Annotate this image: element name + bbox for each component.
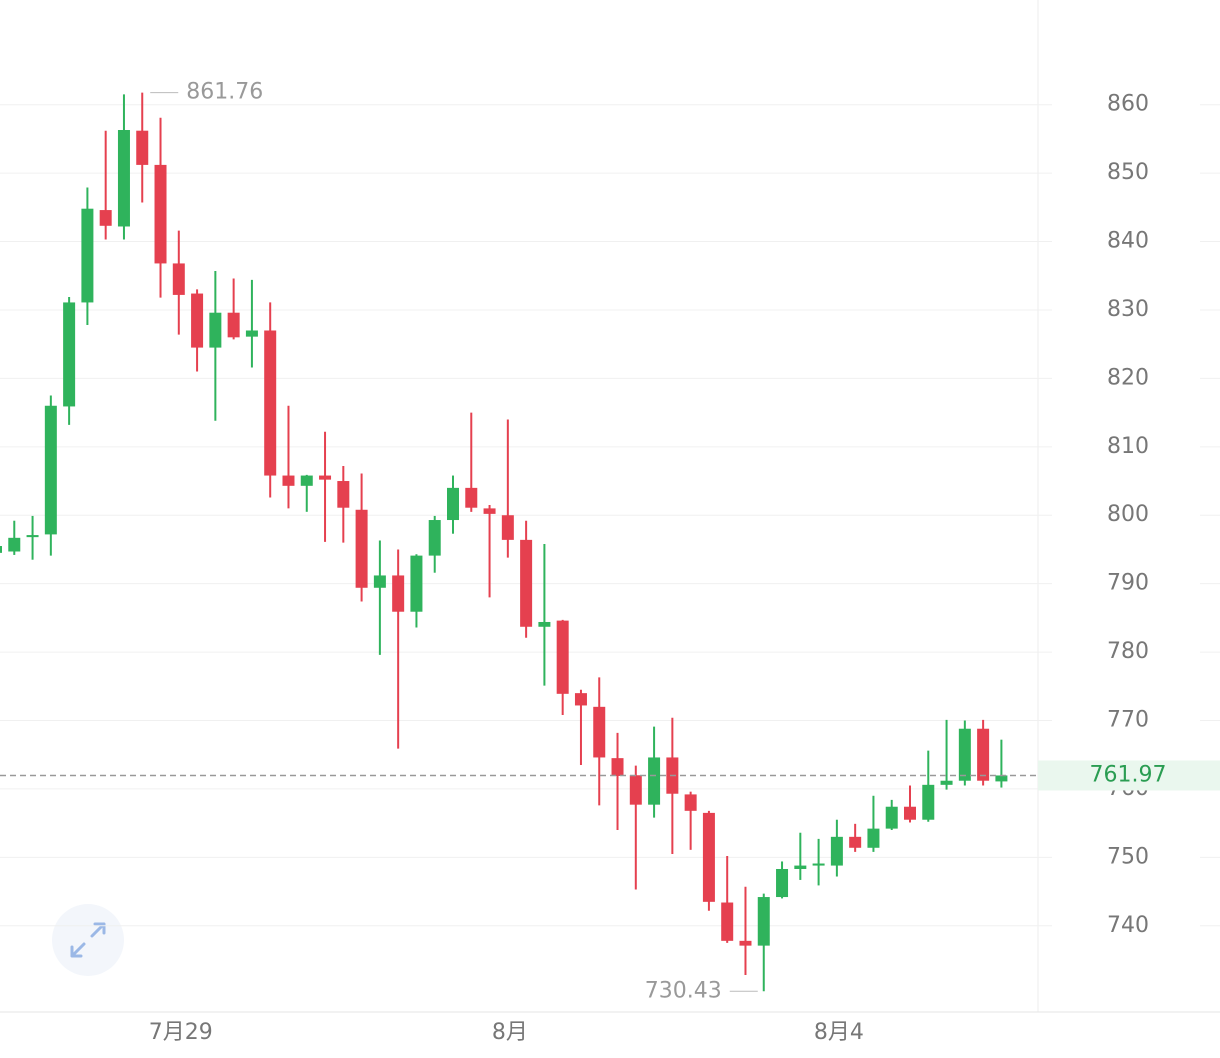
- candle-body: [812, 863, 825, 866]
- candle-body: [245, 330, 258, 337]
- candle-body: [794, 865, 807, 869]
- candle-body: [483, 508, 496, 514]
- candle-body: [264, 330, 277, 476]
- candle-body: [191, 293, 204, 348]
- candle-body: [0, 546, 2, 553]
- y-tick-label: 860: [1107, 92, 1149, 117]
- y-tick-label: 790: [1107, 571, 1149, 596]
- candle-body: [538, 621, 551, 627]
- candle-body: [136, 130, 149, 165]
- current-price-bg: [1038, 760, 1220, 791]
- candle-body: [757, 897, 770, 946]
- candle-body: [465, 487, 478, 508]
- candle-body: [26, 535, 39, 538]
- candle-body: [319, 475, 332, 480]
- min-label: 730.43: [645, 978, 722, 1003]
- x-tick-label: 8月: [492, 1020, 528, 1045]
- candle-body: [117, 130, 130, 227]
- candle-body: [684, 794, 697, 811]
- y-tick-label: 800: [1107, 502, 1149, 527]
- candle-body: [44, 405, 57, 535]
- candle-body: [172, 263, 185, 295]
- candle-body: [8, 537, 21, 552]
- y-tick-label: 770: [1107, 708, 1149, 733]
- candle-body: [629, 775, 642, 805]
- max-label: 861.76: [186, 80, 263, 105]
- candle-body: [648, 757, 661, 805]
- y-tick-label: 780: [1107, 639, 1149, 664]
- candle-body: [702, 812, 715, 902]
- candle-body: [520, 539, 533, 627]
- candle-body: [977, 728, 990, 781]
- current-price-label: 761.97: [1090, 762, 1167, 787]
- candle-body: [995, 775, 1008, 782]
- candle-body: [958, 728, 971, 781]
- y-tick-label: 830: [1107, 297, 1149, 322]
- candle-body: [410, 555, 423, 612]
- candle-body: [300, 475, 313, 486]
- candle-body: [867, 828, 880, 848]
- candle-body: [885, 806, 898, 829]
- candle-body: [63, 302, 76, 407]
- candle-body: [721, 902, 734, 941]
- x-tick-label: 8月4: [814, 1020, 864, 1045]
- candle-body: [849, 836, 862, 848]
- y-tick-label: 850: [1107, 160, 1149, 185]
- candle-body: [739, 940, 752, 946]
- candle-body: [154, 164, 167, 264]
- candle-body: [611, 758, 624, 776]
- candle-body: [282, 475, 295, 486]
- candle-body: [227, 312, 240, 338]
- y-tick-label: 820: [1107, 365, 1149, 390]
- expand-icon: [70, 922, 106, 958]
- candle-body: [830, 836, 843, 866]
- candle-body: [922, 784, 935, 820]
- expand-bg: [52, 904, 124, 976]
- candle-body: [81, 208, 94, 303]
- candle-body: [574, 693, 587, 706]
- candle-body: [337, 481, 350, 508]
- expand-button[interactable]: [52, 904, 124, 976]
- y-tick-label: 810: [1107, 434, 1149, 459]
- candle-body: [593, 706, 606, 758]
- candle-body: [501, 515, 514, 540]
- candle-body: [392, 575, 405, 612]
- candle-body: [447, 487, 459, 521]
- candle-body: [209, 312, 222, 348]
- candle-body: [776, 868, 789, 898]
- candle-body: [373, 575, 386, 588]
- candle-body: [556, 620, 569, 694]
- candle-body: [904, 806, 916, 820]
- candle-body: [355, 509, 368, 588]
- candle-body: [99, 210, 112, 226]
- candle-body: [428, 520, 441, 556]
- candle-body: [940, 780, 953, 785]
- y-tick-label: 840: [1107, 229, 1149, 254]
- y-tick-label: 740: [1107, 913, 1149, 938]
- x-tick-label: 7月29: [149, 1020, 213, 1045]
- y-tick-label: 750: [1107, 844, 1149, 869]
